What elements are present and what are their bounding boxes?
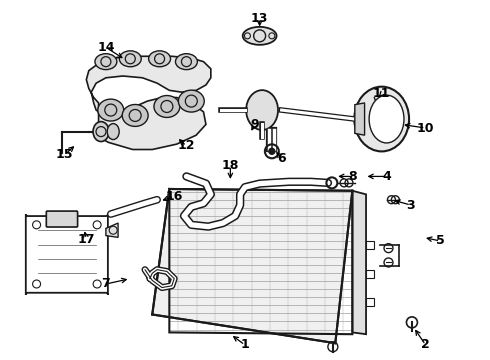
Ellipse shape — [178, 90, 204, 112]
Text: 15: 15 — [56, 148, 73, 161]
Text: 2: 2 — [421, 338, 430, 351]
Text: 9: 9 — [250, 118, 259, 131]
Polygon shape — [86, 56, 211, 149]
Text: 8: 8 — [348, 170, 357, 183]
Ellipse shape — [98, 99, 123, 121]
Ellipse shape — [154, 95, 180, 117]
Bar — [366, 241, 374, 249]
Polygon shape — [352, 191, 366, 334]
Text: 3: 3 — [407, 199, 415, 212]
Ellipse shape — [120, 51, 141, 67]
Text: 13: 13 — [251, 12, 269, 25]
Text: 12: 12 — [178, 139, 195, 152]
Bar — [366, 270, 374, 278]
Bar — [366, 298, 374, 306]
Ellipse shape — [243, 27, 276, 45]
Ellipse shape — [369, 95, 404, 143]
Polygon shape — [106, 223, 118, 237]
Text: 5: 5 — [436, 234, 444, 247]
FancyBboxPatch shape — [26, 214, 108, 295]
Ellipse shape — [354, 87, 409, 152]
Text: 6: 6 — [277, 152, 286, 165]
Ellipse shape — [107, 123, 119, 140]
Text: 16: 16 — [166, 190, 183, 203]
Ellipse shape — [93, 122, 109, 141]
Polygon shape — [355, 103, 365, 135]
Text: 14: 14 — [97, 41, 115, 54]
Text: 18: 18 — [221, 159, 239, 172]
Text: 11: 11 — [373, 87, 391, 100]
Text: 7: 7 — [101, 278, 110, 291]
Ellipse shape — [175, 54, 197, 69]
Ellipse shape — [122, 104, 148, 126]
Text: 10: 10 — [417, 122, 434, 135]
Text: 17: 17 — [77, 233, 95, 246]
FancyBboxPatch shape — [47, 211, 77, 227]
Text: 1: 1 — [241, 338, 249, 351]
Polygon shape — [152, 189, 352, 343]
Ellipse shape — [246, 90, 278, 130]
Text: 4: 4 — [382, 170, 391, 183]
Ellipse shape — [95, 54, 117, 69]
Circle shape — [269, 148, 275, 154]
Ellipse shape — [148, 51, 171, 67]
